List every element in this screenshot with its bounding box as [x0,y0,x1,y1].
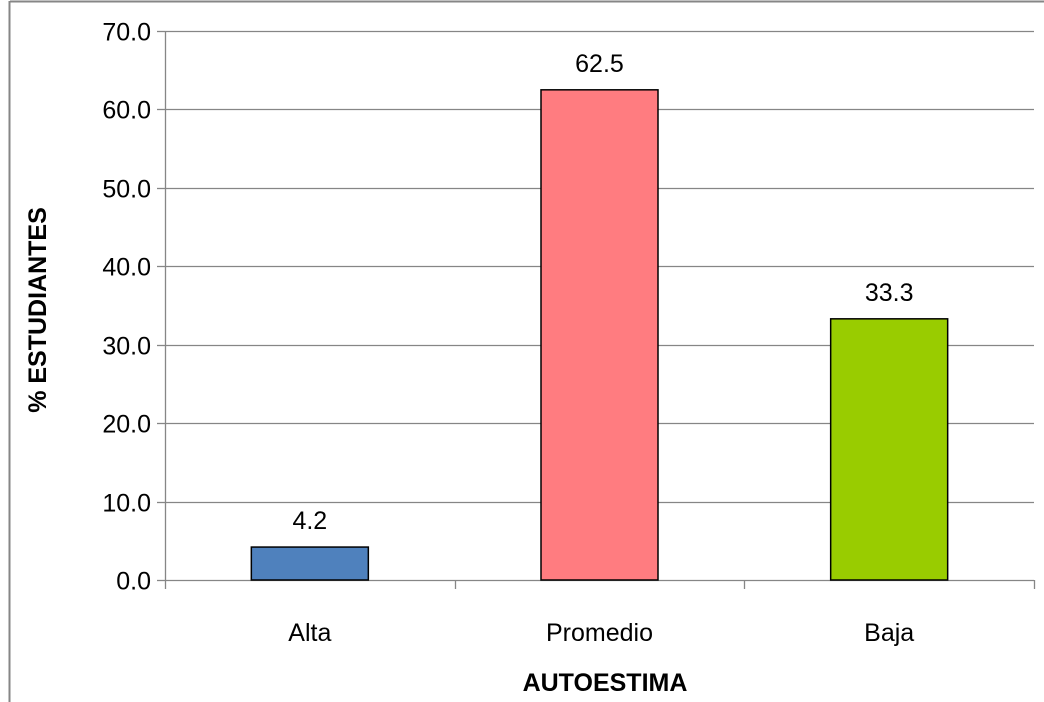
y-tick-label: 70.0 [102,19,151,47]
axes: 0.0 10.0 20.0 30.0 40.0 50.0 60.0 70.0 [102,19,1036,596]
y-tick-label: 60.0 [102,97,151,125]
bars [250,89,949,581]
bar-baja [829,318,949,581]
bar-promedio [540,89,659,581]
bar-alta [250,546,370,581]
y-tick-label: 40.0 [102,254,151,282]
y-tick-label: 0.0 [116,568,151,596]
x-axis-title: AUTOESTIMA [523,669,688,697]
y-tick-label: 10.0 [102,490,151,518]
x-tick-label: Promedio [546,619,653,647]
labels: 4.2 Alta 62.5 Promedio 33.3 Baja [288,50,914,647]
x-tick-label: Baja [864,619,914,647]
data-label: 62.5 [575,50,624,78]
data-label: 33.3 [865,279,914,307]
y-tick-label: 20.0 [102,411,151,439]
x-tick-label: Alta [288,619,331,647]
y-tick-label: 50.0 [102,176,151,204]
y-axis-title: % ESTUDIANTES [24,207,52,413]
data-label: 4.2 [292,507,327,535]
y-tick-label: 30.0 [102,333,151,361]
